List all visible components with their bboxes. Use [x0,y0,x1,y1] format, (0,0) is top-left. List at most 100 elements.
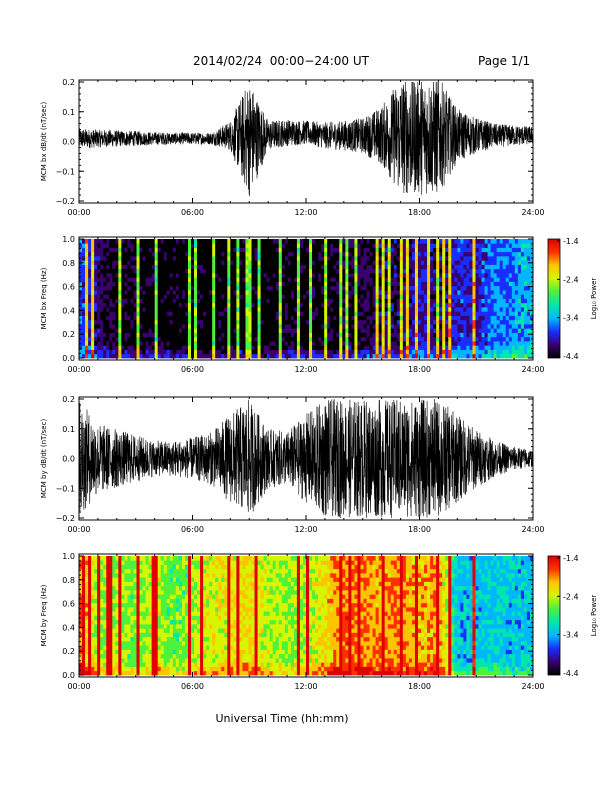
heat-cell [160,353,165,359]
heat-cell [148,290,153,295]
heat-cell [242,311,246,316]
heat-cell [296,277,301,282]
heat-cell [224,290,228,295]
heat-cell [475,332,479,338]
heat-cell [369,349,373,355]
heat-cell [315,243,319,248]
heat-cell [163,332,168,338]
heat-cell [330,345,334,350]
heat-cell [218,311,222,316]
heat-cell [354,353,358,359]
heat-cell [451,298,455,304]
heat-cell [88,666,92,672]
heat-cell [369,298,373,304]
heat-cell [505,336,510,342]
heat-cell [378,294,383,299]
heat-cell [421,268,425,274]
heat-cell [351,268,355,274]
heat-cell [309,332,313,338]
heat-cell [339,243,343,248]
heat-cell [523,247,528,253]
heat-cell [312,239,316,244]
heat-cell [299,311,304,316]
heat-cell [472,273,476,278]
heat-cell [293,353,298,359]
heat-cell [414,345,419,350]
heat-cell [206,268,210,274]
heat-cell [181,273,186,278]
heat-cell [472,311,476,316]
heat-cell [266,353,271,359]
heat-cell [275,251,280,257]
heat-cell [233,324,237,329]
heat-cell [85,560,89,565]
heat-cell [414,341,419,346]
heat-cell [299,273,304,278]
heat-cell [460,256,464,261]
heat-cell [442,336,446,342]
panel-3-axes: 0.20.10.0−0.1−0.200:00 06:00 12:00 18:00 24:… [40,395,545,534]
heat-cell [269,243,274,248]
heat-cell [118,281,122,287]
heat-cell [384,324,389,329]
heat-cell [369,341,373,346]
heat-cell [330,315,334,321]
heat-cell [445,341,449,346]
heat-cell [354,311,358,316]
heat-cell [508,290,513,295]
heat-cell [172,243,177,248]
heat-cell [315,336,319,342]
heat-cell [445,315,449,321]
heat-cell [230,260,234,265]
heat-cell [508,256,513,261]
heat-cell [209,311,213,316]
heat-cell [190,243,195,248]
heat-cell [163,353,168,359]
heat-cell [148,311,153,316]
heat-cell [151,294,156,299]
heat-cell [339,341,343,346]
heat-cell [121,302,125,308]
heat-cell [197,243,201,248]
heat-cell [290,256,295,261]
heat-cell [148,273,153,278]
heat-cell [360,281,364,287]
heat-cell [266,285,271,291]
heat-cell [457,260,461,265]
heat-cell [336,319,340,325]
heat-cell [254,239,258,244]
heat-cell [481,260,485,265]
heat-cell [424,353,428,359]
heat-cell [496,260,501,265]
x-tick-label: 18:00 [408,365,431,374]
heat-cell [414,264,419,270]
heat-cell [203,290,207,295]
heat-cell [433,268,437,274]
heat-cell [139,302,143,308]
heat-cell [523,345,528,350]
heat-cell [457,307,461,312]
heat-cell [517,328,522,333]
heat-cell [106,581,110,587]
heat-cell [469,315,473,321]
heat-cell [103,345,107,350]
heat-cell [439,264,443,270]
heat-cell [109,315,113,321]
heat-cell [272,311,277,316]
heat-cell [333,260,337,265]
heat-cell [529,247,534,253]
heat-cell [233,345,237,350]
heat-cell [484,319,488,325]
heat-cell [378,332,383,338]
heat-cell [451,328,455,333]
heat-cell [387,256,392,261]
heat-cell [517,324,522,329]
heat-cell [293,268,298,274]
heat-cell [97,251,101,257]
heat-cell [200,243,204,248]
heat-cell [321,324,325,329]
heat-cell [378,264,383,270]
heat-cell [502,345,507,350]
heat-cell [333,298,337,304]
heat-cell [109,353,113,359]
